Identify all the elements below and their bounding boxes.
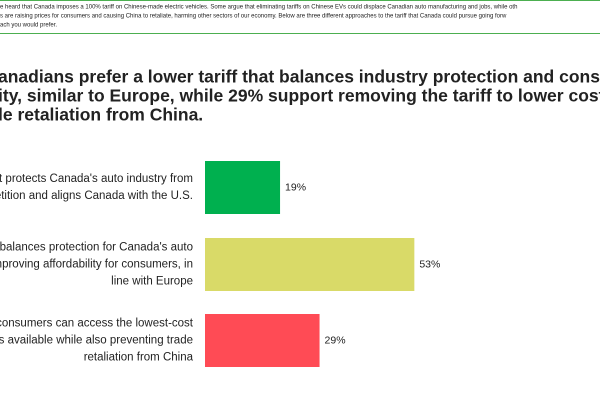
- category-label: t consumers can access the lowest-cost: [0, 318, 194, 330]
- category-label: retaliation from China: [84, 352, 194, 364]
- category-label: cles available while also preventing tra…: [0, 335, 193, 347]
- chart-title: ity, similar to Europe, while 29% suppor…: [0, 86, 600, 106]
- intro-text: s are raising prices for consumers and c…: [0, 14, 507, 20]
- category-label: petition and aligns Canada with the U.S.: [0, 190, 193, 202]
- value-label: 53%: [419, 258, 440, 270]
- category-label: t balances protection for Canada's auto: [0, 242, 193, 254]
- chart-title: anadians prefer a lower tariff that bala…: [0, 67, 600, 87]
- chart-title: le retaliation from China.: [0, 105, 203, 125]
- value-label: 29%: [325, 334, 346, 346]
- bar: [205, 238, 415, 291]
- category-label: mproving affordability for consumers, in: [0, 259, 193, 271]
- intro-text: ach you would prefer.: [0, 23, 57, 29]
- category-label: line with Europe: [111, 276, 193, 288]
- bar: [205, 314, 320, 367]
- bar: [205, 161, 281, 214]
- intro-box: [0, 0, 600, 34]
- intro-text: e heard that Canada imposes a 100% tarif…: [0, 5, 517, 11]
- value-label: 19%: [285, 181, 306, 193]
- category-label: at protects Canada's auto industry from: [0, 173, 193, 185]
